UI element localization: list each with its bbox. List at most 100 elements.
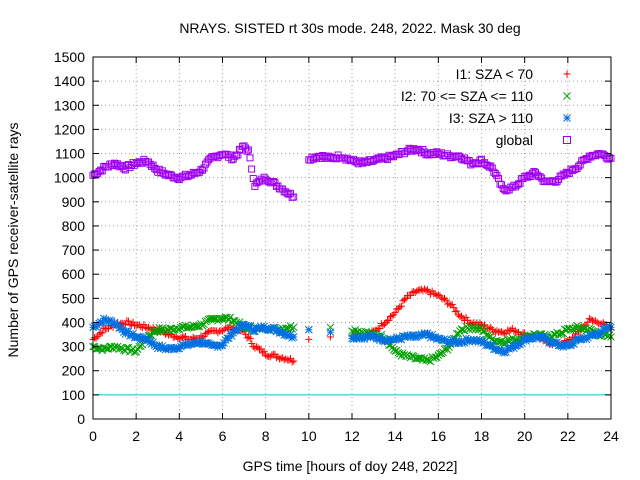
data-point (128, 320, 136, 328)
data-point (203, 329, 211, 337)
legend-marker (563, 70, 571, 78)
data-point (605, 154, 613, 162)
data-point (510, 327, 518, 335)
data-point (388, 312, 396, 320)
data-point (577, 324, 586, 333)
data-point (412, 354, 421, 363)
data-point (441, 294, 448, 302)
ticks: 0100200300400500600700800900100011001200… (54, 49, 619, 444)
data-point (416, 286, 424, 294)
data-point (379, 322, 387, 330)
data-point (451, 308, 459, 316)
data-point (129, 318, 137, 326)
data-point (380, 320, 388, 328)
data-point (420, 285, 428, 293)
data-point (95, 330, 103, 338)
data-point (290, 357, 298, 365)
data-point (431, 290, 439, 298)
data-point (265, 352, 273, 360)
y-tick-label: 100 (62, 387, 86, 403)
data-point (413, 287, 421, 295)
x-tick-label: 12 (344, 428, 360, 444)
data-point (245, 333, 253, 341)
data-point (440, 345, 449, 353)
data-point (474, 326, 483, 334)
legend-marker (563, 114, 571, 122)
y-tick-label: 300 (62, 339, 86, 355)
y-tick-label: 1300 (54, 97, 85, 113)
data-point (442, 296, 450, 304)
data-point (101, 344, 110, 353)
data-point (557, 329, 566, 338)
data-point (289, 323, 298, 332)
data-point (246, 335, 254, 343)
grid (93, 57, 611, 419)
x-tick-label: 2 (132, 428, 140, 444)
data-point (277, 354, 285, 362)
data-point (593, 318, 601, 326)
data-point (246, 154, 254, 162)
y-tick-label: 1000 (54, 170, 85, 186)
data-point (507, 326, 515, 334)
data-point (289, 333, 298, 341)
data-point (584, 318, 592, 326)
data-point (174, 334, 182, 342)
data-point (205, 327, 213, 335)
x-tick-label: 8 (262, 428, 270, 444)
data-point (285, 356, 293, 364)
data-point (254, 344, 262, 352)
data-point (305, 335, 313, 343)
data-point (183, 324, 191, 332)
data-point (560, 325, 569, 334)
data-point (445, 300, 453, 308)
data-point (243, 147, 251, 155)
data-point (414, 354, 423, 362)
y-tick-label: 0 (77, 411, 85, 427)
data-point (131, 322, 139, 330)
x-tick-label: 0 (89, 428, 97, 444)
x-tick-label: 22 (560, 428, 576, 444)
y-tick-label: 500 (62, 290, 86, 306)
legend-marker (563, 136, 571, 144)
series-3 (89, 314, 615, 357)
data-point (103, 344, 111, 353)
y-axis-label: Number of GPS receiver-satellite rays (5, 123, 21, 358)
data-point (493, 327, 501, 335)
x-tick-label: 6 (219, 428, 227, 444)
data-point (116, 343, 125, 352)
data-point (146, 331, 154, 340)
series-4 (89, 142, 615, 201)
data-point (260, 347, 268, 355)
data-point (91, 334, 99, 342)
x-tick-label: 10 (301, 428, 317, 444)
y-tick-label: 900 (62, 194, 86, 210)
data-point (480, 327, 489, 335)
y-tick-label: 1100 (55, 146, 85, 162)
legend-label: I1: SZA < 70 (456, 66, 534, 82)
data-point (222, 324, 230, 332)
data-point (422, 287, 430, 295)
data-point (385, 316, 393, 324)
data-point (244, 146, 252, 154)
data-point (587, 315, 595, 323)
legend-label: I2: 70 <= SZA <= 110 (401, 88, 533, 104)
data-point (104, 325, 112, 333)
data-point (448, 300, 456, 308)
data-point (439, 295, 447, 303)
data-point (462, 313, 470, 321)
data-point (511, 327, 519, 335)
y-tick-label: 400 (62, 314, 86, 330)
x-axis-label: GPS time [hours of doy 248, 2022] (243, 458, 458, 474)
legend: I1: SZA < 70 I2: 70 <= SZA <= 110 I3: SZA … (401, 66, 571, 148)
data-point (243, 334, 251, 342)
data-point (288, 358, 296, 366)
data-point (407, 291, 415, 299)
data-point (248, 165, 256, 173)
data-point (192, 322, 201, 331)
data-point (138, 324, 146, 332)
data-point (326, 328, 335, 336)
data-point (434, 291, 442, 299)
legend-label: I3: SZA > 110 (449, 110, 533, 126)
x-tick-label: 20 (517, 428, 533, 444)
legend-marker (563, 92, 571, 100)
